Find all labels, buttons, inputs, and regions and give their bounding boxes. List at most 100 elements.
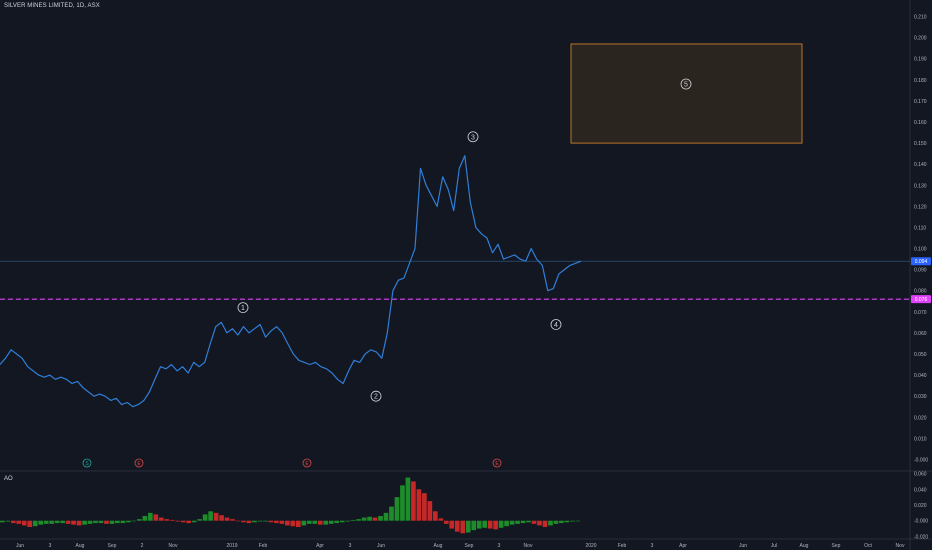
price-series-line: [0, 155, 582, 408]
ao-bar: [180, 520, 186, 523]
support-price-badge: [911, 295, 931, 304]
ao-bar: [126, 520, 131, 523]
support-price-label: 0.076: [915, 297, 928, 303]
y-tick-label: 0.180: [914, 78, 927, 84]
ao-bar: [76, 520, 82, 526]
y-tick-label: 0.150: [914, 141, 927, 147]
ao-bar: [27, 520, 33, 527]
event-label: E: [495, 461, 499, 467]
x-tick-label: Nov: [896, 543, 905, 549]
wave-label: 3: [471, 134, 475, 141]
x-tick-label: Nov: [169, 543, 178, 549]
ao-bar: [422, 493, 427, 521]
x-tick-label: 3: [651, 543, 654, 549]
current-price-badge: [911, 257, 931, 266]
ao-bar: [115, 520, 120, 524]
ao-bar: [142, 516, 148, 521]
ao-bar: [21, 520, 27, 526]
ao-bar: [350, 519, 356, 521]
ao-bar: [306, 520, 312, 524]
ao-bar: [131, 520, 137, 522]
wave-marker-2: [370, 390, 382, 402]
x-tick-label: Apr: [316, 543, 324, 549]
ao-bar: [570, 520, 575, 522]
ao-bar: [443, 520, 449, 524]
x-tick-label: Sep: [108, 543, 117, 549]
wave-marker-4: [550, 319, 562, 330]
y-tick-label: 0.170: [914, 99, 927, 105]
ao-bar: [147, 512, 153, 521]
y-tick-label: 0.100: [914, 247, 927, 253]
y-tick-label: 0.070: [914, 310, 927, 316]
event-marker-split: [82, 458, 92, 468]
ao-bar: [564, 520, 570, 523]
ao-bar: [82, 520, 87, 525]
ao-bar: [120, 520, 126, 524]
x-tick-label: Jun: [377, 543, 385, 549]
wave-label: 4: [554, 322, 558, 329]
ao-bar: [515, 520, 520, 524]
x-tick-label: Jun: [739, 543, 747, 549]
ao-bar: [345, 520, 350, 522]
ao-bar: [416, 489, 422, 521]
wave-label: 2: [374, 394, 378, 401]
ao-bar: [0, 520, 5, 523]
ao-bar: [235, 520, 241, 522]
ao-bar: [241, 520, 246, 523]
ao-bar: [509, 520, 515, 525]
ao-bar: [164, 519, 170, 521]
ao-bar: [175, 520, 181, 522]
ao-bar: [559, 520, 564, 524]
ao-bar: [471, 520, 477, 531]
x-tick-label: Sep: [832, 543, 841, 549]
ao-bar: [537, 520, 542, 526]
ao-bar: [49, 520, 54, 524]
ao-bar: [400, 485, 405, 521]
ao-bar: [460, 520, 466, 534]
ao-bar: [476, 520, 482, 529]
ao-bar: [274, 520, 279, 524]
ao-bar: [378, 516, 383, 521]
x-tick-label: Feb: [618, 543, 627, 549]
ao-bar: [43, 520, 49, 524]
ao-bar: [323, 520, 329, 525]
ao-bar: [394, 497, 400, 521]
event-label: E: [137, 461, 141, 467]
wave-marker-5: [680, 78, 692, 90]
ao-bar: [5, 520, 11, 522]
ao-bar: [548, 520, 553, 526]
ao-bar: [213, 512, 219, 521]
ao-bar: [367, 516, 372, 521]
ao-bar: [482, 520, 487, 528]
ao-bar: [317, 520, 323, 525]
ao-bar: [498, 520, 504, 528]
ao-bar: [575, 520, 581, 522]
y-tick-label: 0.080: [914, 289, 927, 295]
ao-bar: [356, 519, 361, 521]
ao-bar: [191, 520, 197, 523]
y-tick-label: 0.010: [914, 436, 927, 442]
ao-bar: [520, 520, 526, 524]
event-marker-earnings: [134, 458, 144, 468]
event-label: E: [305, 461, 309, 467]
event-label: S: [85, 461, 89, 467]
ao-bar: [16, 520, 22, 524]
ao-bar: [93, 520, 98, 524]
ao-bar: [268, 520, 274, 523]
y-tick-label: 0.200: [914, 36, 927, 42]
x-tick-label: Jul: [771, 543, 777, 549]
ao-bar: [487, 520, 493, 529]
ao-bar: [285, 520, 290, 526]
ao-bar: [493, 520, 498, 530]
ao-bar: [454, 520, 460, 532]
ao-bar: [65, 520, 71, 524]
x-tick-label: 2: [141, 543, 144, 549]
chart-title: SILVER MINES LIMITED, 1D, ASX: [4, 3, 100, 9]
x-tick-label: Aug: [434, 543, 443, 549]
ao-bar: [224, 517, 230, 521]
y-tick-label: 0.210: [914, 15, 927, 21]
y-tick-label: 0.020: [914, 415, 927, 421]
y-tick-label: 0.060: [914, 331, 927, 337]
ao-y-tick-label: -0.000: [914, 519, 928, 525]
